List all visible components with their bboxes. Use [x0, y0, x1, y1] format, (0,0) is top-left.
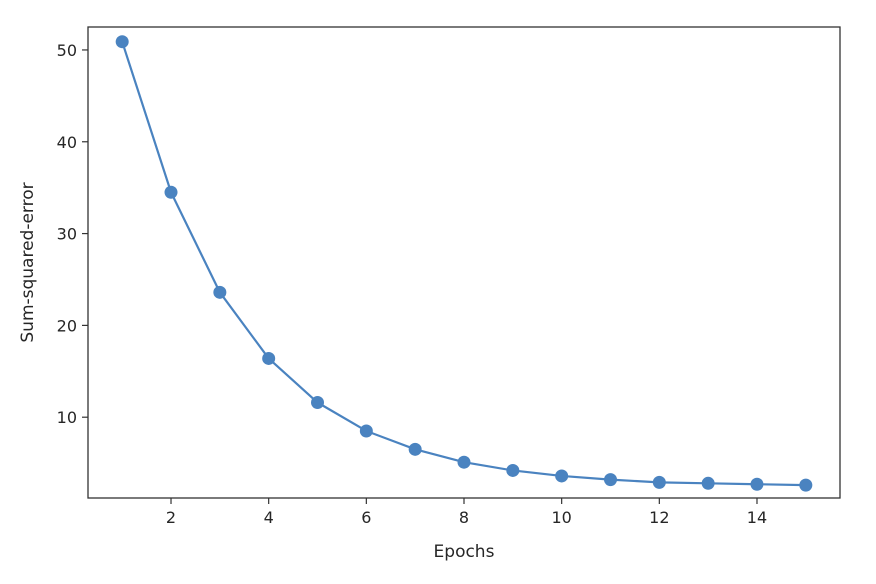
data-point [457, 455, 471, 469]
data-point [408, 442, 422, 456]
data-point [115, 35, 129, 49]
x-tick-label: 12 [649, 508, 669, 527]
data-point [262, 351, 276, 365]
y-tick-label: 20 [57, 316, 77, 335]
data-point [701, 476, 715, 490]
data-point [799, 478, 813, 492]
data-point [359, 424, 373, 438]
y-axis-ticks: 10 20 30 40 50 [57, 41, 88, 427]
y-tick-label: 40 [57, 133, 77, 152]
x-axis-ticks: 2 4 6 8 10 12 14 [166, 498, 767, 527]
x-tick-label: 14 [747, 508, 767, 527]
y-tick-label: 30 [57, 225, 77, 244]
y-axis-label: Sum-squared-error [18, 182, 38, 342]
x-tick-label: 6 [361, 508, 371, 527]
x-tick-label: 10 [551, 508, 571, 527]
data-point [750, 477, 764, 491]
plot-frame [87, 26, 841, 499]
data-point [213, 285, 227, 299]
x-axis-label: Epochs [434, 542, 495, 562]
data-point [311, 396, 325, 410]
y-tick-label: 10 [57, 408, 77, 427]
x-tick-label: 8 [459, 508, 469, 527]
data-point [506, 463, 520, 477]
data-point [652, 475, 666, 489]
data-point [555, 469, 569, 483]
data-point [603, 473, 617, 487]
series-layer [115, 35, 813, 492]
y-tick-label: 50 [57, 41, 77, 60]
x-tick-label: 2 [166, 508, 176, 527]
x-tick-label: 4 [264, 508, 274, 527]
data-point [164, 185, 178, 199]
series-line [121, 41, 806, 487]
